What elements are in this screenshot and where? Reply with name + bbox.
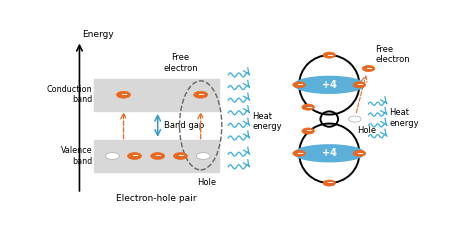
Ellipse shape [294,145,364,162]
Text: Valence
band: Valence band [61,146,92,166]
Circle shape [293,150,305,156]
Text: −: − [356,149,363,158]
Ellipse shape [320,111,338,127]
Text: Heat
energy: Heat energy [389,109,419,128]
Text: Free
electron: Free electron [375,45,410,64]
Circle shape [348,116,361,122]
Circle shape [173,153,187,159]
Circle shape [353,150,365,156]
Circle shape [293,82,305,88]
Text: +4: +4 [322,148,337,158]
Text: Energy: Energy [82,30,114,39]
Circle shape [323,52,336,58]
Text: Hole: Hole [357,126,376,135]
Text: −: − [296,149,302,158]
Text: −: − [326,179,333,187]
Text: −: − [197,90,204,99]
Circle shape [194,91,208,98]
Text: Heat
energy: Heat energy [252,112,282,132]
Ellipse shape [294,77,364,93]
Text: −: − [177,151,184,161]
Text: −: − [326,51,333,60]
Text: −: − [356,80,363,89]
Circle shape [128,153,142,159]
Text: −: − [305,103,312,112]
Circle shape [302,128,314,134]
Text: Conduction
band: Conduction band [46,85,92,104]
Bar [94,140,219,172]
Circle shape [117,91,130,98]
Text: −: − [120,90,127,99]
Text: −: − [365,64,372,73]
Circle shape [353,82,365,88]
Bar [94,79,219,111]
Circle shape [196,153,210,159]
Text: Hole: Hole [197,178,216,187]
Text: −: − [131,151,138,161]
Text: Free
electron: Free electron [163,53,198,73]
Text: +4: +4 [322,80,337,90]
Circle shape [106,153,119,159]
Circle shape [323,180,336,186]
Text: Band gap: Band gap [164,121,204,130]
Circle shape [302,104,314,110]
Text: Electron-hole pair: Electron-hole pair [116,194,197,203]
Text: −: − [305,127,312,135]
Circle shape [151,153,164,159]
Circle shape [362,66,375,72]
Text: −: − [296,80,302,89]
Text: −: − [154,151,161,161]
